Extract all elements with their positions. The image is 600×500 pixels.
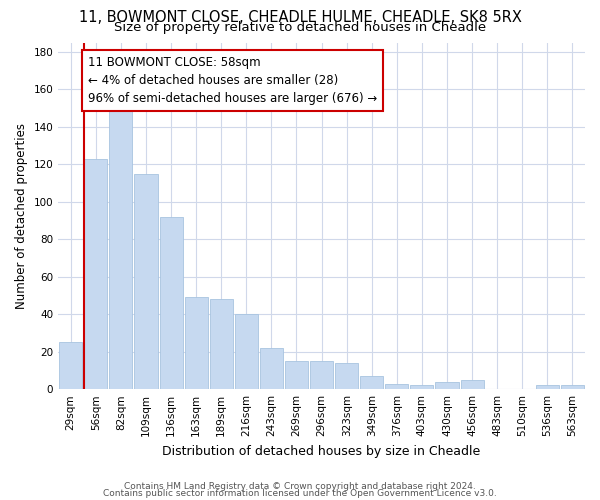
Bar <box>109 110 133 389</box>
Bar <box>436 382 458 389</box>
Bar <box>285 361 308 389</box>
Text: Size of property relative to detached houses in Cheadle: Size of property relative to detached ho… <box>114 21 486 34</box>
Text: 11, BOWMONT CLOSE, CHEADLE HULME, CHEADLE, SK8 5RX: 11, BOWMONT CLOSE, CHEADLE HULME, CHEADL… <box>79 10 521 25</box>
X-axis label: Distribution of detached houses by size in Cheadle: Distribution of detached houses by size … <box>163 444 481 458</box>
Text: 11 BOWMONT CLOSE: 58sqm
← 4% of detached houses are smaller (28)
96% of semi-det: 11 BOWMONT CLOSE: 58sqm ← 4% of detached… <box>88 56 377 104</box>
Bar <box>561 386 584 389</box>
Bar <box>310 361 333 389</box>
Bar <box>536 386 559 389</box>
Bar <box>59 342 82 389</box>
Bar <box>134 174 158 389</box>
Bar <box>235 314 258 389</box>
Text: Contains HM Land Registry data © Crown copyright and database right 2024.: Contains HM Land Registry data © Crown c… <box>124 482 476 491</box>
Text: Contains public sector information licensed under the Open Government Licence v3: Contains public sector information licen… <box>103 489 497 498</box>
Bar <box>385 384 409 389</box>
Bar <box>410 386 433 389</box>
Bar <box>84 158 107 389</box>
Bar <box>360 376 383 389</box>
Bar <box>335 363 358 389</box>
Bar <box>209 299 233 389</box>
Bar <box>461 380 484 389</box>
Y-axis label: Number of detached properties: Number of detached properties <box>15 123 28 309</box>
Bar <box>185 298 208 389</box>
Bar <box>260 348 283 389</box>
Bar <box>160 217 182 389</box>
